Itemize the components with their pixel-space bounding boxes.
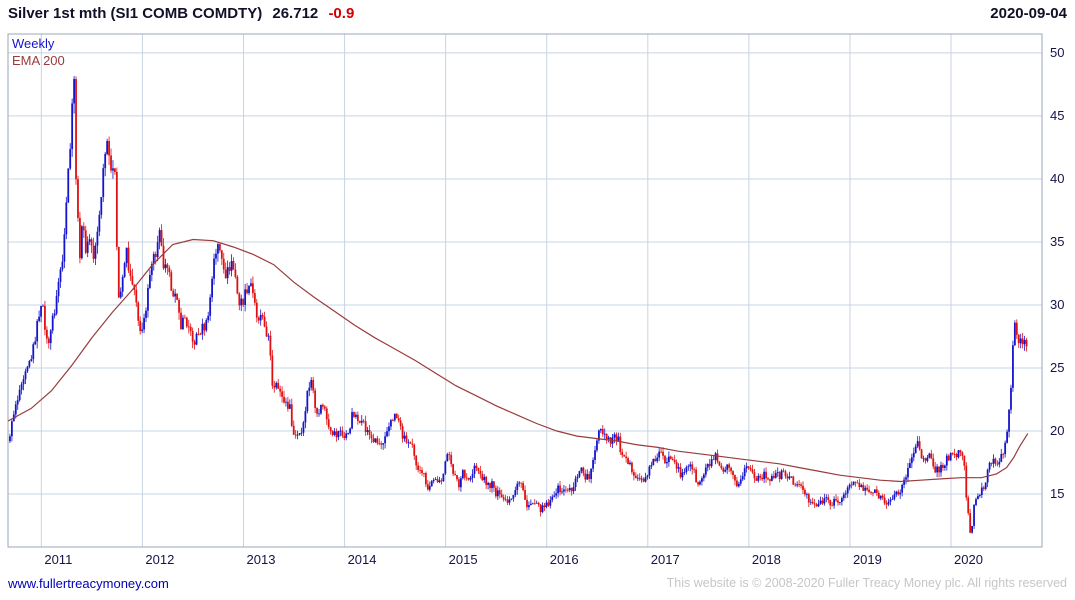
chart-header: Silver 1st mth (SI1 COMB COMDTY) 26.712 … <box>8 5 1067 29</box>
y-axis-tick-label: 20 <box>1050 423 1064 438</box>
page-footer: www.fullertreacymoney.com This website i… <box>8 576 1067 594</box>
y-axis-tick-label: 15 <box>1050 486 1064 501</box>
website-link[interactable]: www.fullertreacymoney.com <box>8 576 169 591</box>
y-axis-tick-label: 25 <box>1050 360 1064 375</box>
x-axis-tick-label: 2011 <box>44 552 72 567</box>
x-axis-tick-label: 2012 <box>145 552 174 567</box>
y-axis-tick-label: 50 <box>1050 45 1064 60</box>
ema-200-line <box>7 238 1029 483</box>
x-axis-tick-label: 2017 <box>651 552 680 567</box>
plot-border <box>7 33 1043 548</box>
title-wrap: Silver 1st mth (SI1 COMB COMDTY) 26.712 … <box>8 5 354 22</box>
x-axis-tick-label: 2019 <box>853 552 882 567</box>
candles <box>9 76 1028 534</box>
y-axis-tick-label: 40 <box>1050 171 1064 186</box>
x-axis-tick-label: 2015 <box>449 552 478 567</box>
x-axis-tick-label: 2013 <box>247 552 276 567</box>
grid: 15 20 25 30 35 40 45 50 2011 2012 2013 2014 2015 2016… <box>8 34 1064 567</box>
x-axis-tick-label: 2018 <box>752 552 781 567</box>
chart-title: Silver 1st mth (SI1 COMB COMDTY) <box>8 5 263 22</box>
legend-weekly-label: Weekly <box>12 36 55 51</box>
y-axis-tick-label: 45 <box>1050 108 1064 123</box>
last-price: 26.712 <box>272 5 319 22</box>
x-axis-tick-label: 2020 <box>954 552 983 567</box>
x-axis-tick-label: 2014 <box>348 552 377 567</box>
chart-date: 2020-09-04 <box>990 5 1067 22</box>
copyright-text: This website is © 2008-2020 Fuller Treac… <box>666 576 1067 590</box>
x-axis-tick-label: 2016 <box>550 552 579 567</box>
legend-ema-label: EMA 200 <box>12 53 65 68</box>
price-change: -0.9 <box>328 5 355 22</box>
y-axis-tick-label: 35 <box>1050 234 1064 249</box>
y-axis-tick-label: 30 <box>1050 297 1064 312</box>
